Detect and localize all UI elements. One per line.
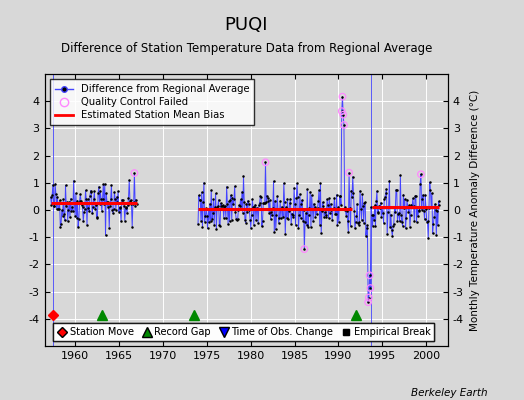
Point — [261, 159, 270, 166]
Point — [300, 246, 309, 252]
Text: Berkeley Earth: Berkeley Earth — [411, 388, 487, 398]
Point — [345, 170, 353, 176]
Text: PUQI: PUQI — [224, 16, 268, 34]
Point — [337, 108, 346, 114]
Y-axis label: Monthly Temperature Anomaly Difference (°C): Monthly Temperature Anomaly Difference (… — [470, 89, 479, 331]
Text: Difference of Station Temperature Data from Regional Average: Difference of Station Temperature Data f… — [61, 42, 432, 55]
Point — [339, 94, 347, 100]
Point — [417, 171, 425, 178]
Point — [339, 112, 347, 118]
Point — [130, 170, 139, 176]
Point — [366, 285, 375, 291]
Point — [340, 122, 348, 128]
Legend: Station Move, Record Gap, Time of Obs. Change, Empirical Break: Station Move, Record Gap, Time of Obs. C… — [53, 323, 434, 341]
Point — [365, 272, 374, 278]
Point — [365, 294, 373, 301]
Point — [364, 299, 373, 306]
